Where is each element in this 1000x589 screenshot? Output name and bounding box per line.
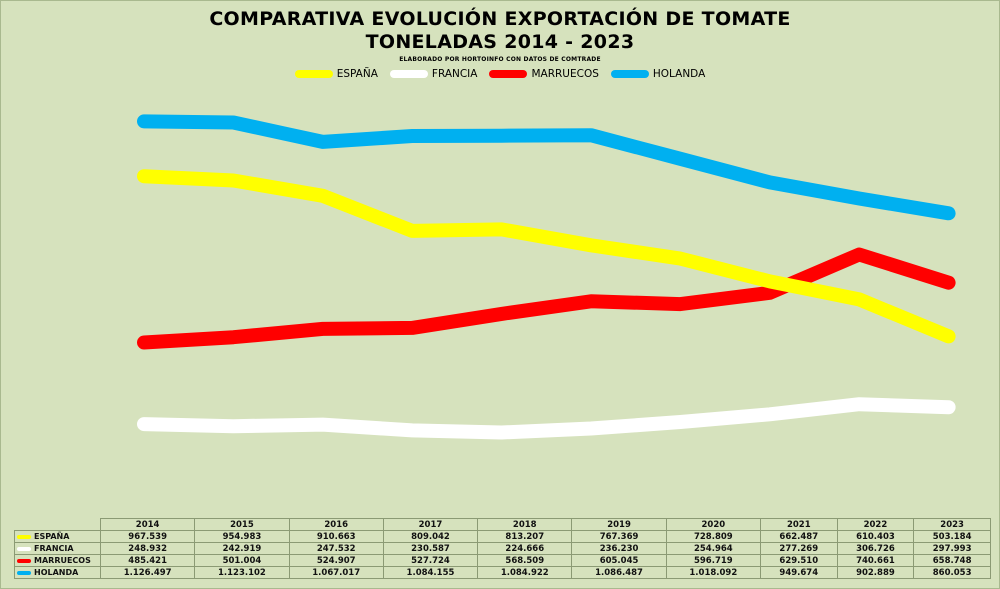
- legend-label: HOLANDA: [652, 68, 706, 80]
- table-cell: 767.369: [571, 530, 667, 543]
- data-table: 2014 2015 2016 2017 2018 2019 2020 2021 2022 2023…: [14, 518, 991, 579]
- legend-item-marruecos: MARRUECOS: [489, 68, 599, 80]
- table-cell: 277.269: [759, 542, 838, 555]
- table-cell: 1.126.497: [99, 566, 196, 579]
- table-header-row: 2014 2015 2016 2017 2018 2019 2020 2021 2022 2023: [15, 518, 991, 531]
- table-cell: 224.666: [477, 542, 573, 555]
- series-line-holanda: [137, 114, 956, 221]
- chart-subtitle: TONELADAS 2014 - 2023: [365, 31, 635, 53]
- chart-source-note: ELABORADO POR HORTOINFO CON DATOS DE COM…: [399, 56, 601, 63]
- table-cell: 740.661: [836, 554, 915, 567]
- table-row: HOLANDA 1.126.497 1.123.102 1.067.017 1.084.…: [14, 566, 991, 579]
- legend-label: ESPAÑA: [336, 68, 378, 80]
- table-cell: 306.726: [836, 542, 915, 555]
- table-corner: [15, 519, 101, 531]
- table-cell: 629.510: [759, 554, 838, 567]
- table-cell: 501.004: [194, 554, 290, 567]
- table-header-year: 2022: [836, 518, 915, 531]
- table-cell: 485.421: [99, 554, 196, 567]
- table-cell: 658.748: [913, 554, 991, 567]
- table-cell: 297.993: [913, 542, 991, 555]
- table-cell: 902.889: [836, 566, 915, 579]
- table-cell: 247.532: [288, 542, 384, 555]
- table-cell: 949.674: [759, 566, 838, 579]
- row-swatch: [17, 546, 31, 551]
- table-row-header: HOLANDA: [14, 566, 101, 579]
- table-cell: 254.964: [665, 542, 761, 555]
- table-cell: 248.932: [99, 542, 196, 555]
- table-cell: 1.084.155: [382, 566, 479, 579]
- row-series-name: FRANCIA: [34, 544, 74, 553]
- table-cell: 813.207: [477, 530, 573, 543]
- legend-label: MARRUECOS: [531, 68, 599, 80]
- table-cell: 1.018.092: [665, 566, 761, 579]
- row-series-name: ESPAÑA: [34, 532, 70, 541]
- table-header-year: 2016: [288, 518, 384, 531]
- table-cell: 1.067.017: [288, 566, 384, 579]
- table-header-year: 2020: [665, 518, 761, 531]
- table-cell: 967.539: [99, 530, 196, 543]
- row-swatch: [17, 534, 31, 539]
- table-cell: 230.587: [382, 542, 479, 555]
- series-line-francia: [137, 397, 956, 440]
- table-cell: 1.084.922: [477, 566, 573, 579]
- legend-swatch: [389, 70, 428, 78]
- legend-item-españa: ESPAÑA: [294, 68, 378, 80]
- table-row: ESPAÑA 967.539 954.983 910.663 809.042 813.20…: [14, 530, 991, 543]
- legend-item-holanda: HOLANDA: [610, 68, 706, 80]
- table-header-year: 2014: [99, 518, 196, 531]
- table-cell: 527.724: [382, 554, 479, 567]
- table-header-year: 2019: [571, 518, 667, 531]
- table-cell: 236.230: [571, 542, 667, 555]
- table-row-header: FRANCIA: [14, 542, 101, 555]
- table-row-header: ESPAÑA: [14, 530, 101, 543]
- table-header-year: 2017: [382, 518, 479, 531]
- table-cell: 910.663: [288, 530, 384, 543]
- table-cell: 596.719: [665, 554, 761, 567]
- legend-swatch: [489, 70, 528, 78]
- series-line-marruecos: [137, 247, 956, 350]
- table-cell: 605.045: [571, 554, 667, 567]
- row-swatch: [17, 570, 31, 575]
- table-cell: 860.053: [913, 566, 991, 579]
- chart-title: COMPARATIVA EVOLUCIÓN EXPORTACIÓN DE TOM…: [209, 8, 791, 30]
- row-series-name: MARRUECOS: [34, 556, 91, 565]
- legend-item-francia: FRANCIA: [389, 68, 478, 80]
- table-cell: 242.919: [194, 542, 290, 555]
- legend-label: FRANCIA: [431, 68, 478, 80]
- table-header-year: 2021: [759, 518, 838, 531]
- table-row-header: MARRUECOS: [14, 554, 101, 567]
- table-cell: 809.042: [382, 530, 479, 543]
- table-cell: 662.487: [759, 530, 838, 543]
- row-series-name: HOLANDA: [34, 568, 79, 577]
- row-swatch: [17, 558, 31, 563]
- table-cell: 503.184: [913, 530, 991, 543]
- table-cell: 1.086.487: [571, 566, 667, 579]
- table-row: MARRUECOS 485.421 501.004 524.907 527.724 568…: [14, 554, 991, 567]
- table-cell: 728.809: [665, 530, 761, 543]
- table-cell: 568.509: [477, 554, 573, 567]
- table-header-year: 2023: [913, 518, 991, 531]
- table-row: FRANCIA 248.932 242.919 247.532 230.587 224.6…: [14, 542, 991, 555]
- table-header-year: 2018: [477, 518, 573, 531]
- table-cell: 954.983: [194, 530, 290, 543]
- chart-legend: ESPAÑA FRANCIA MARRUECOS HOLANDA: [0, 68, 1000, 80]
- legend-swatch: [294, 70, 333, 78]
- series-line-españa: [137, 169, 956, 344]
- legend-swatch: [610, 70, 649, 78]
- table-header-year: 2015: [194, 518, 290, 531]
- table-cell: 524.907: [288, 554, 384, 567]
- table-cell: 610.403: [836, 530, 915, 543]
- table-cell: 1.123.102: [194, 566, 290, 579]
